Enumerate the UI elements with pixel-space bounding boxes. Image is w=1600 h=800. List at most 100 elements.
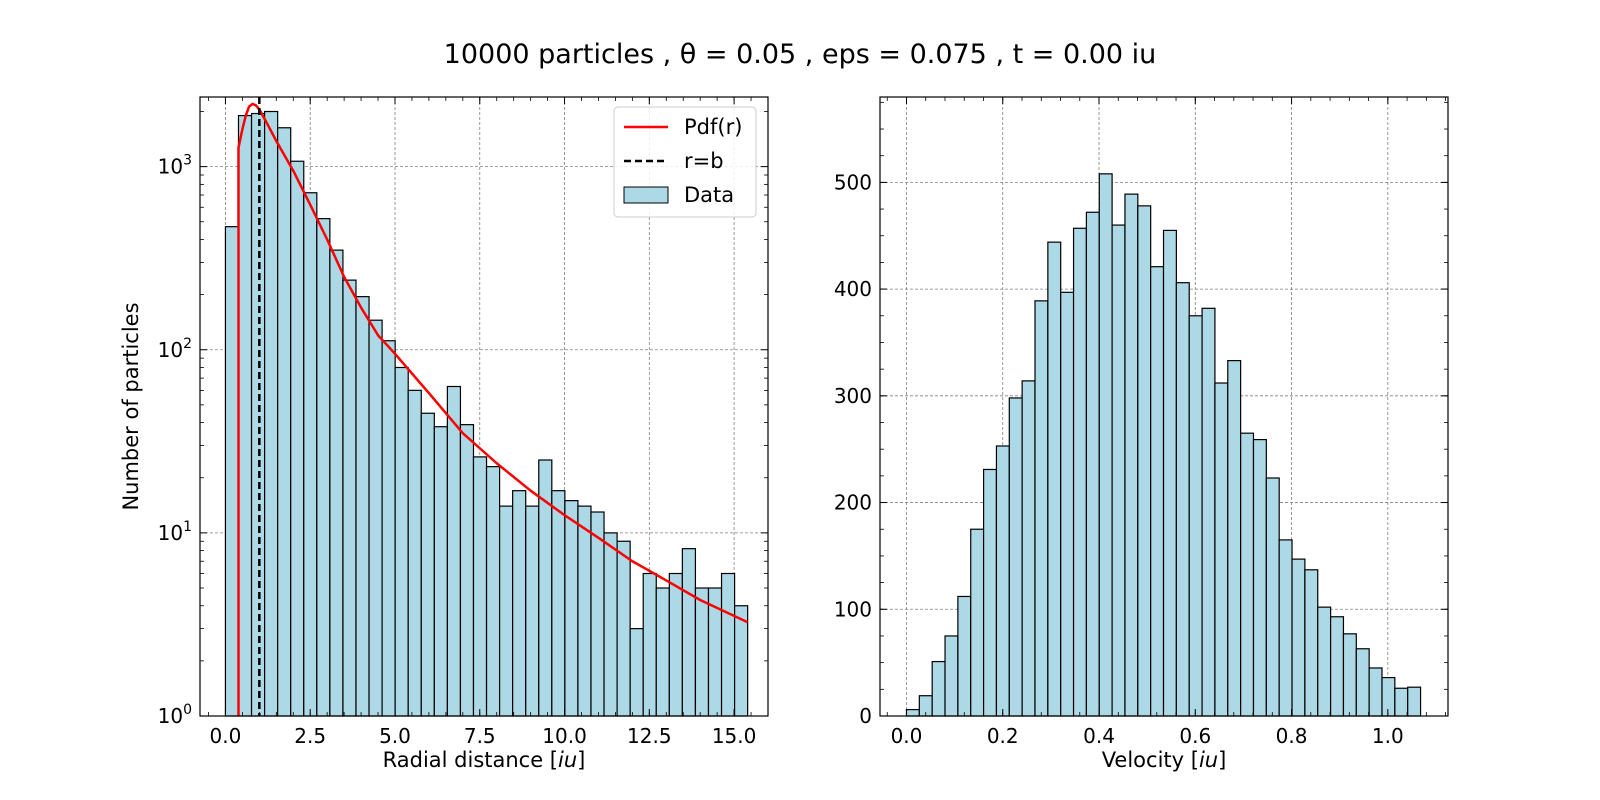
y-tick-label: 102 — [158, 336, 192, 362]
histogram-bar — [355, 296, 370, 717]
histogram-bar — [1342, 633, 1357, 717]
y-tick-label: 300 — [834, 384, 872, 408]
histogram-bar — [407, 389, 422, 717]
y-tick-label: 0 — [859, 704, 872, 728]
x-tick-label: 5.0 — [379, 724, 411, 748]
histogram-bar — [1304, 569, 1319, 717]
histogram-bar — [237, 114, 253, 717]
y-tick-label: 400 — [834, 277, 872, 301]
histogram-bar — [420, 412, 435, 717]
histogram-bar — [655, 587, 670, 717]
histogram-bar — [564, 500, 579, 717]
histogram-bar — [1060, 291, 1075, 717]
ticks: 0.0 2.5 5.0 7.5 10.0 12.5 15.0 100 101 102 103 — [158, 97, 769, 748]
histogram-bar — [1240, 432, 1255, 717]
histogram-bar — [577, 505, 592, 717]
radial-histogram-axes: 0.0 2.5 5.0 7.5 10.0 12.5 15.0 100 101 102 103 Radi… — [119, 96, 769, 772]
y-tick-label: 100 — [834, 597, 872, 621]
legend: Pdf(r) r=b Data — [613, 106, 757, 218]
histogram-bar — [642, 572, 657, 717]
y-tick-label: 100 — [158, 702, 192, 728]
histogram-bar — [224, 226, 240, 717]
legend-label: Pdf(r) — [684, 115, 742, 139]
histogram-bar — [525, 505, 540, 717]
histogram-bar — [1214, 382, 1229, 717]
histogram-bar — [250, 112, 266, 717]
histogram-bar — [1368, 667, 1383, 717]
histogram-bar — [629, 628, 644, 717]
histogram-bar — [512, 490, 527, 717]
histogram-bar — [1137, 205, 1152, 717]
histogram-bar — [1252, 438, 1267, 717]
histogram-bar — [446, 385, 462, 717]
histogram-bar — [1291, 558, 1306, 717]
histogram-bars — [224, 110, 749, 717]
y-tick-label: 103 — [158, 153, 192, 179]
histogram-bar — [1394, 687, 1409, 717]
histogram-bar — [1021, 380, 1036, 717]
histogram-bar — [1008, 397, 1023, 717]
histogram-bar — [498, 505, 514, 717]
histogram-bar — [290, 160, 305, 717]
histogram-bar — [1072, 227, 1088, 717]
histogram-bar — [970, 528, 985, 717]
velocity-histogram-axes: 0.0 0.2 0.4 0.6 0.8 1.0 0 100 200 300 400 500 Veloci… — [834, 96, 1449, 772]
x-tick-label: 0.0 — [891, 724, 923, 748]
axes-frame — [879, 96, 1449, 717]
histogram-bar — [1381, 676, 1396, 717]
histogram-bar — [316, 218, 331, 717]
x-tick-label: 0.8 — [1276, 724, 1308, 748]
histogram-bar — [616, 540, 631, 717]
legend-marker-data — [623, 186, 669, 204]
histogram-bar — [668, 572, 683, 717]
legend-label: r=b — [684, 149, 724, 173]
histogram-bar — [1407, 686, 1422, 717]
legend-label: Data — [684, 183, 734, 207]
histogram-bar — [1162, 229, 1177, 717]
histogram-bar — [995, 445, 1010, 717]
histogram-bar — [957, 595, 972, 717]
x-axis-label: Velocity [iu] — [1102, 748, 1227, 772]
histogram-bar — [368, 319, 383, 717]
x-tick-label: 2.5 — [294, 724, 326, 748]
histogram-bar — [982, 468, 998, 717]
histogram-bar — [720, 572, 736, 717]
histogram-bar — [1085, 211, 1100, 717]
histogram-bar — [1175, 282, 1190, 717]
x-tick-label: 10.0 — [542, 724, 587, 748]
histogram-bar — [590, 511, 605, 717]
histogram-bar — [1150, 266, 1165, 717]
x-tick-label: 0.6 — [1179, 724, 1211, 748]
histogram-bar — [263, 110, 279, 717]
axes-frame — [199, 96, 769, 717]
histogram-bar — [1111, 224, 1126, 717]
y-tick-label: 500 — [834, 170, 872, 194]
histogram-bar — [303, 192, 318, 717]
histogram-bar — [1124, 193, 1139, 717]
histogram-bar — [1034, 300, 1049, 717]
x-tick-label: 15.0 — [712, 724, 757, 748]
x-axis-label: Radial distance [iu] — [383, 748, 586, 772]
histogram-bar — [1329, 616, 1345, 717]
histogram-bar — [1317, 606, 1332, 717]
histogram-bar — [1098, 173, 1113, 717]
histogram-bars — [905, 173, 1422, 717]
histogram-bar — [472, 456, 488, 717]
histogram-bar — [277, 127, 292, 717]
x-tick-label: 1.0 — [1372, 724, 1404, 748]
histogram-bar — [1188, 315, 1203, 717]
x-tick-label: 12.5 — [627, 724, 672, 748]
histogram-bar — [394, 366, 409, 717]
x-tick-label: 7.5 — [464, 724, 496, 748]
histogram-bar — [905, 708, 920, 717]
histogram-bar — [1201, 307, 1216, 717]
histogram-bar — [944, 635, 959, 717]
histogram-bar — [694, 587, 710, 717]
y-axis-label: Number of particles — [119, 302, 143, 510]
histogram-bar — [551, 490, 566, 717]
histogram-bar — [485, 466, 501, 717]
histogram-bar — [1278, 539, 1293, 717]
y-tick-label: 200 — [834, 491, 872, 515]
x-tick-label: 0.4 — [1083, 724, 1115, 748]
chart-title: 10000 particles , θ = 0.05 , eps = 0.075… — [444, 39, 1157, 70]
